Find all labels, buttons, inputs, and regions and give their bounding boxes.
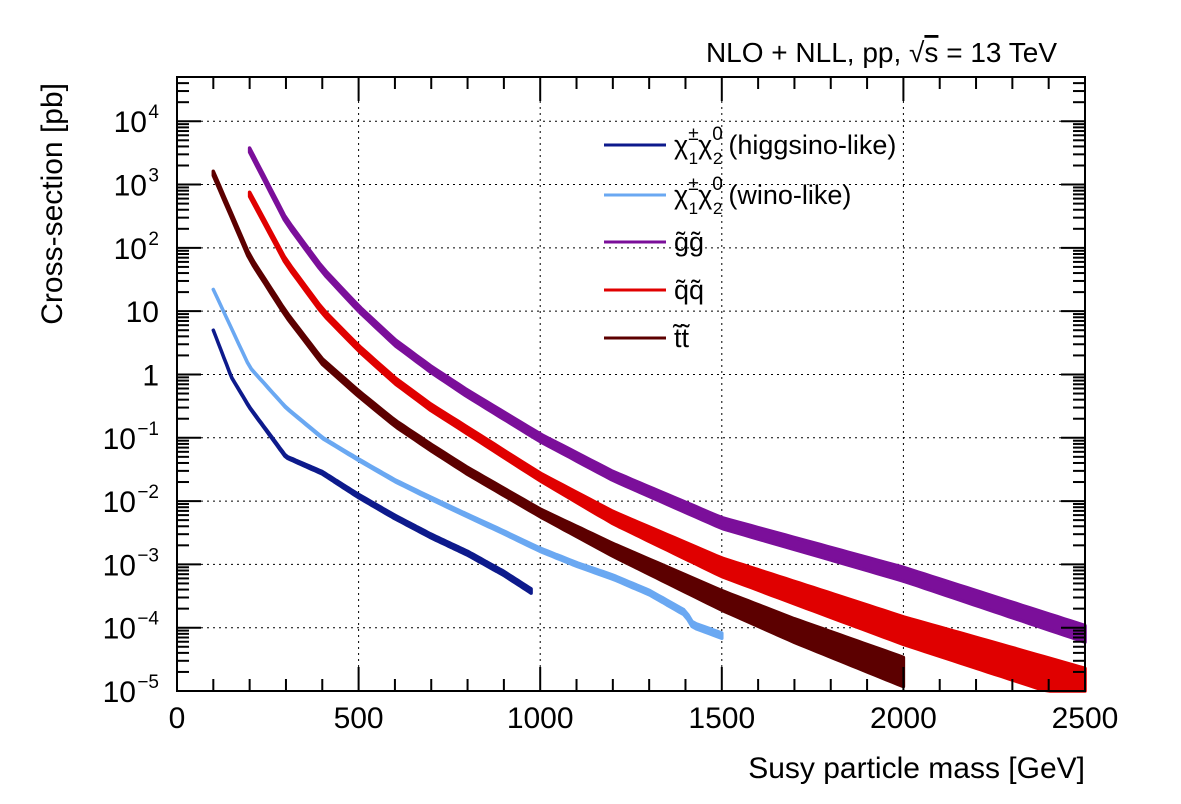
x-tick-label: 1000 (507, 702, 574, 735)
y-axis-label: Cross-section [pb] (36, 83, 69, 325)
y-tick-label: 10 (114, 170, 147, 203)
y-tick-exponent: 4 (148, 102, 159, 123)
legend-label-gluino: g̃g̃ (674, 227, 704, 257)
legend-label-stop: t̃t̃ (672, 323, 691, 353)
y-tick-label: 10 (103, 486, 136, 519)
chart-title: NLO + NLL, pp, √s = 13 TeV (706, 37, 1057, 68)
y-tick-label: 10 (114, 233, 147, 266)
y-tick-label: 1 (142, 359, 159, 392)
y-tick-label: 10 (126, 296, 159, 329)
x-axis-label: Susy particle mass [GeV] (748, 752, 1085, 785)
x-tick-labels: 0 500 1000 1500 2000 2500 (169, 702, 1119, 735)
sqrt-symbol: √ (909, 37, 925, 68)
legend-label-wino: χ± 1χ0 2 (wino-like) (674, 174, 851, 218)
y-tick-exponent: −4 (137, 609, 159, 630)
y-tick-exponent: −2 (137, 482, 159, 503)
x-tick-label: 2000 (870, 702, 937, 735)
x-tick-label: 500 (334, 702, 384, 735)
x-tick-label: 2500 (1052, 702, 1119, 735)
y-tick-label: 10 (103, 549, 136, 582)
y-tick-label: 10 (103, 613, 136, 646)
legend-label-higgsino: χ± 1χ0 2 (higgsino-like) (674, 124, 896, 168)
y-tick-exponent: −1 (137, 419, 159, 440)
legend: χ± 1χ0 2 (higgsino-like) χ± 1χ0 2 (wino-like) g̃… (604, 124, 896, 353)
series-layer (211, 146, 1087, 693)
y-tick-exponent: −3 (137, 545, 159, 566)
plot-frame (176, 76, 1086, 692)
y-tick-exponent: −5 (137, 672, 159, 693)
legend-label-squark: q̃q̃ (674, 275, 704, 305)
x-tick-label: 1500 (688, 702, 755, 735)
y-tick-exponent: 3 (148, 166, 159, 187)
series-band-higgsino (211, 328, 533, 595)
y-tick-label: 10 (114, 106, 147, 139)
title-s: s (924, 37, 938, 68)
title-prefix: NLO + NLL, pp, (706, 37, 909, 68)
y-tick-exponent: 2 (148, 229, 159, 250)
series-band-wino (211, 287, 724, 640)
x-tick-label: 0 (169, 702, 186, 735)
grid (177, 77, 1085, 691)
series-band-squark (247, 190, 1087, 693)
title-suffix: = 13 TeV (938, 37, 1057, 68)
plot-frame-rect (176, 76, 1086, 692)
axis-ticks (176, 76, 1086, 692)
series-band-stop (211, 169, 906, 689)
y-tick-label: 10 (103, 676, 136, 709)
y-tick-label: 10 (103, 423, 136, 456)
